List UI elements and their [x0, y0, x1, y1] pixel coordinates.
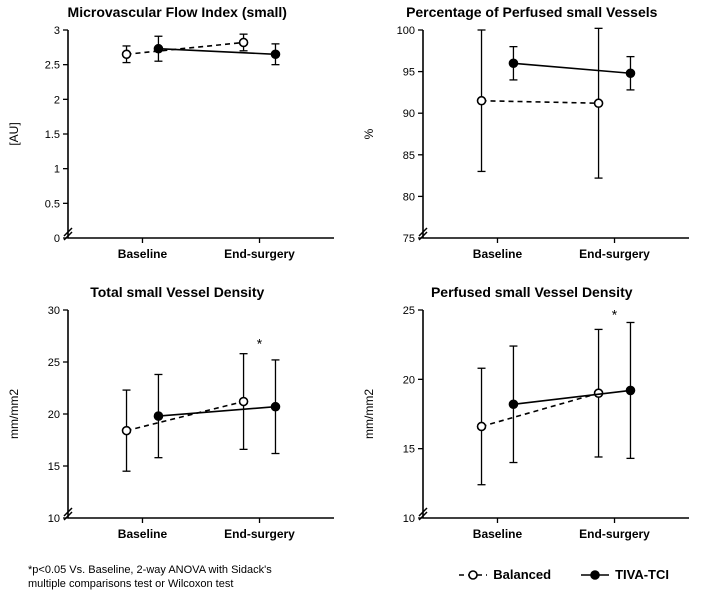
- panel-3: Perfused small Vessel Density 10 15 20 25 mm…: [355, 280, 709, 560]
- svg-text:*: *: [611, 307, 617, 323]
- svg-text:End-surgery: End-surgery: [224, 247, 295, 261]
- svg-text:25: 25: [402, 305, 414, 317]
- svg-text:0.5: 0.5: [45, 198, 60, 210]
- svg-text:0: 0: [54, 233, 60, 245]
- svg-text:2.5: 2.5: [45, 60, 60, 72]
- svg-text:30: 30: [48, 305, 60, 317]
- legend-balanced-icon: [459, 568, 487, 582]
- svg-text:mm/mm2: mm/mm2: [362, 389, 376, 439]
- svg-text:*: *: [257, 335, 263, 351]
- svg-text:Baseline: Baseline: [472, 527, 522, 541]
- panel-svg-1: 75 80 85 90 95 100% Baseline End-surgery: [355, 0, 709, 280]
- svg-text:75: 75: [402, 233, 414, 245]
- svg-text:20: 20: [402, 374, 414, 386]
- svg-text:2: 2: [54, 94, 60, 106]
- svg-text:End-surgery: End-surgery: [579, 527, 650, 541]
- legend-tiva-label: TIVA-TCI: [615, 567, 669, 582]
- panel-title: Perfused small Vessel Density: [355, 284, 709, 300]
- svg-text:Baseline: Baseline: [118, 247, 168, 261]
- svg-text:End-surgery: End-surgery: [579, 247, 650, 261]
- svg-text:95: 95: [402, 67, 414, 79]
- panel-title: Microvascular Flow Index (small): [0, 4, 355, 20]
- legend-balanced-label: Balanced: [493, 567, 551, 582]
- svg-text:15: 15: [402, 444, 414, 456]
- svg-text:25: 25: [48, 357, 60, 369]
- panel-title: Total small Vessel Density: [0, 284, 355, 300]
- svg-text:mm/mm2: mm/mm2: [7, 389, 21, 439]
- svg-text:80: 80: [402, 191, 414, 203]
- footnote: *p<0.05 Vs. Baseline, 2-way ANOVA with S…: [28, 563, 272, 592]
- svg-text:Baseline: Baseline: [472, 247, 522, 261]
- panel-svg-2: 10 15 20 25 30 mm/mm2 Baseline End-surgery *: [0, 280, 354, 560]
- svg-text:10: 10: [48, 513, 60, 525]
- svg-text:85: 85: [402, 150, 414, 162]
- svg-text:End-surgery: End-surgery: [224, 527, 295, 541]
- svg-text:90: 90: [402, 108, 414, 120]
- panel-svg-0: 0 0.5 1 1.5 2 2.5 3 [AU] Baseline End-surgery: [0, 0, 354, 280]
- panel-0: Microvascular Flow Index (small) 0 0.5 1 1.…: [0, 0, 355, 280]
- footer: *p<0.05 Vs. Baseline, 2-way ANOVA with S…: [0, 561, 709, 601]
- panel-title: Percentage of Perfused small Vessels: [355, 4, 709, 20]
- svg-text:1.5: 1.5: [45, 129, 60, 141]
- panel-2: Total small Vessel Density 10 15 20 25 30 mm/…: [0, 280, 355, 560]
- svg-text:1: 1: [54, 164, 60, 176]
- svg-text:[AU]: [AU]: [7, 122, 21, 145]
- panel-1: Percentage of Perfused small Vessels 75 8…: [355, 0, 709, 280]
- svg-text:15: 15: [48, 461, 60, 473]
- legend-balanced: Balanced: [459, 567, 551, 582]
- panel-grid: Microvascular Flow Index (small) 0 0.5 1 1.…: [0, 0, 709, 560]
- svg-text:20: 20: [48, 409, 60, 421]
- svg-text:3: 3: [54, 25, 60, 37]
- panel-svg-3: 10 15 20 25 mm/mm2 Baseline End-surgery *: [355, 280, 709, 560]
- svg-text:%: %: [362, 128, 376, 139]
- svg-text:100: 100: [396, 25, 414, 37]
- legend: Balanced TIVA-TCI: [459, 567, 669, 582]
- legend-tiva: TIVA-TCI: [581, 567, 669, 582]
- svg-text:10: 10: [402, 513, 414, 525]
- svg-text:Baseline: Baseline: [118, 527, 168, 541]
- legend-tiva-icon: [581, 568, 609, 582]
